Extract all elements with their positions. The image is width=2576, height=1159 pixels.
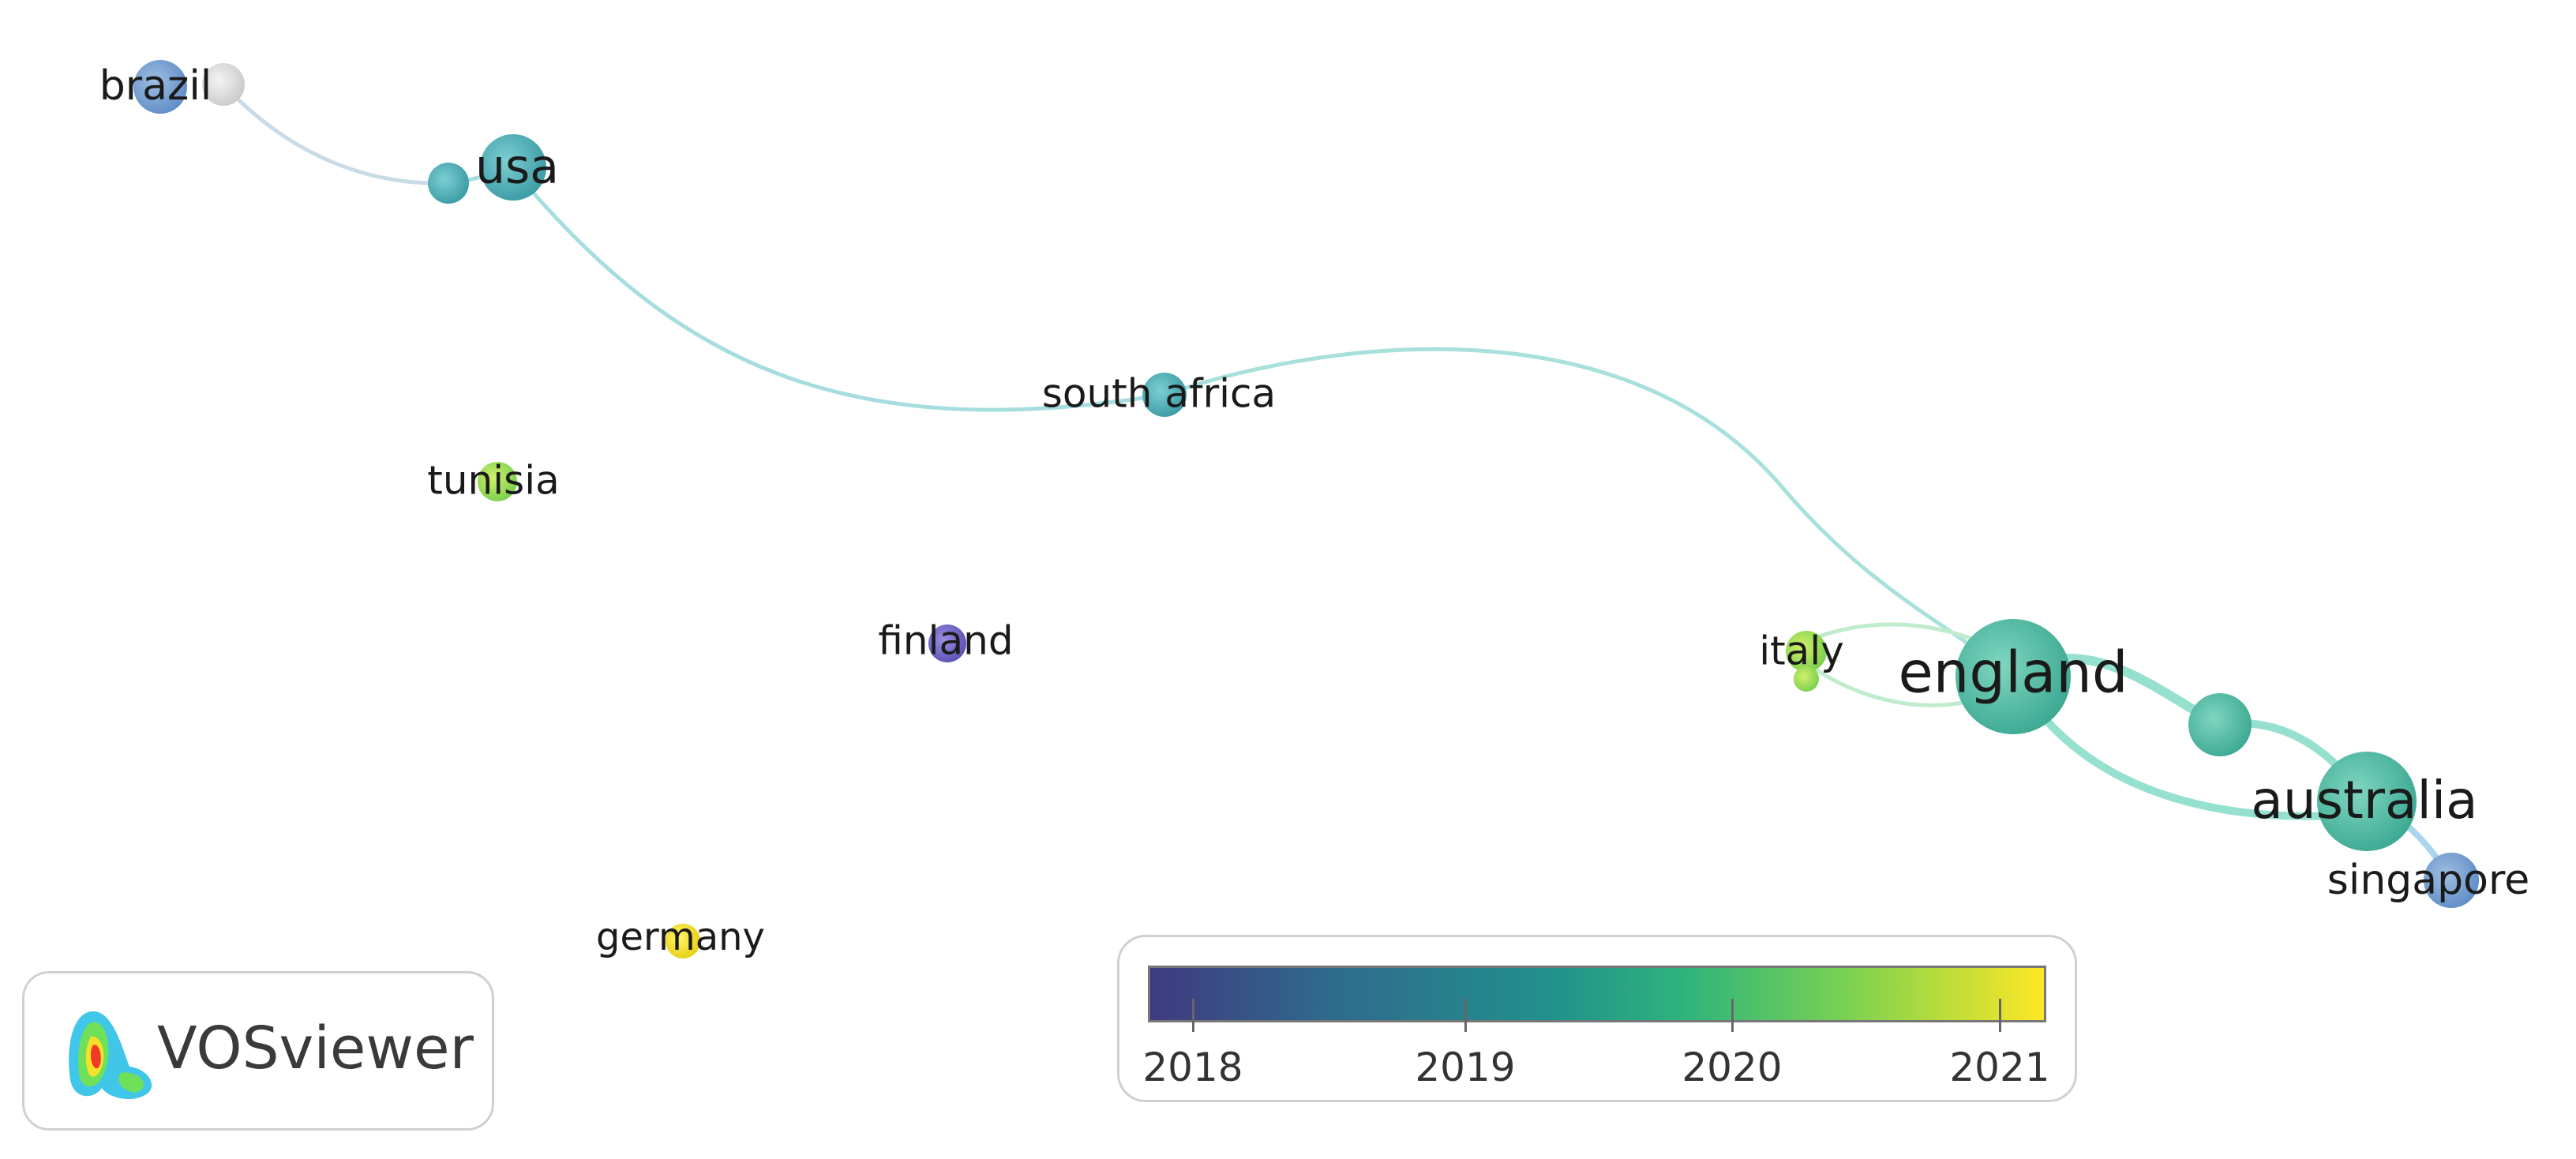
node-singapore[interactable] [2424,853,2479,908]
label-finland: finland [878,618,1013,664]
link-usa-southafrica [529,188,1165,412]
node-tunisia[interactable] [478,462,517,501]
node-england[interactable] [1955,619,2071,734]
year-legend: 2018 2019 2020 2021 [1117,935,2077,1102]
ticklabel-2018: 2018 [1142,1045,1243,1090]
link-southafrica-england [1164,347,2011,679]
ticklabel-2020: 2020 [1682,1045,1783,1090]
label-usa: usa [475,140,559,195]
node-unlabeled-usa-2[interactable] [428,163,469,204]
node-australia[interactable] [2317,752,2417,851]
vosviewer-logo: VOSviewer [22,971,494,1131]
label-italy: italy [1759,628,1844,674]
node-usa[interactable] [480,134,546,201]
label-south-africa: south africa [1042,371,1276,417]
node-south-africa[interactable] [1142,373,1187,417]
tick-2021 [1999,999,2001,1032]
node-unlabeled-grey[interactable] [202,63,245,106]
node-germany[interactable] [666,924,700,958]
node-finland[interactable] [928,625,966,662]
label-tunisia: tunisia [427,458,559,504]
node-brazil[interactable] [133,60,187,114]
tick-2020 [1731,999,1734,1032]
label-singapore: singapore [2327,857,2529,904]
ticklabel-2021: 2021 [1949,1045,2050,1090]
node-unlabeled-mid[interactable] [2188,693,2252,756]
node-italy-sub [1794,666,1819,692]
vosviewer-logo-icon [69,1011,152,1100]
label-england: england [1898,640,2128,706]
year-color-scale [1148,966,2046,1022]
ticklabel-2019: 2019 [1415,1045,1516,1090]
label-germany: germany [596,915,765,959]
link-england-australia [2042,715,2338,820]
node-italy[interactable] [1786,631,1827,672]
tick-2019 [1464,999,1467,1032]
tick-2018 [1192,999,1194,1032]
link-grey-usa2 [222,83,449,186]
vosviewer-logo-text: VOSviewer [157,1015,474,1082]
label-brazil: brazil [99,62,212,110]
label-australia: australia [2251,770,2477,831]
